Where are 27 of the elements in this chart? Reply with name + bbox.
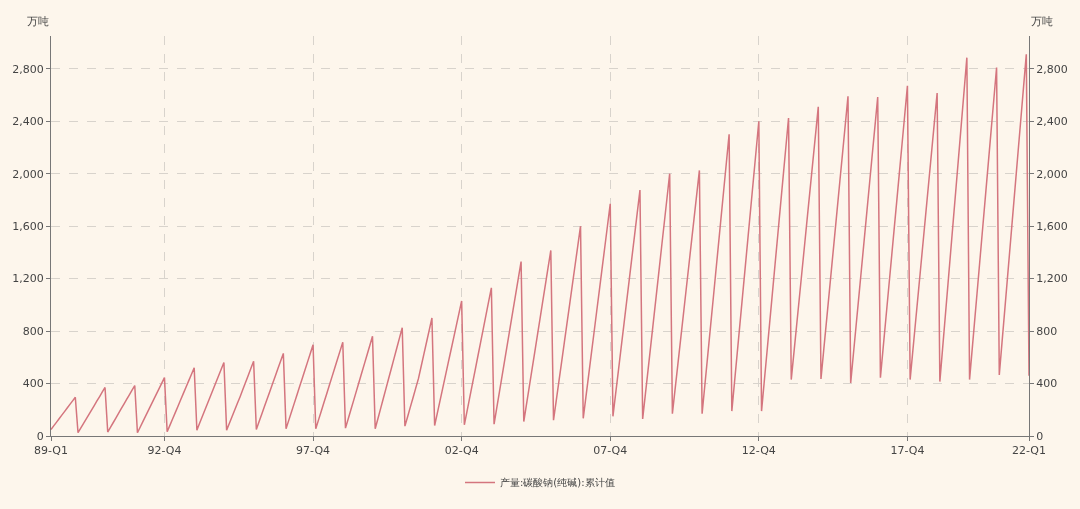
y-axis-title: 万吨 bbox=[27, 15, 49, 28]
y2-tick-label: 400 bbox=[1036, 377, 1058, 391]
y-tick-label: 400 bbox=[22, 377, 44, 391]
y2-tick-label: 1,600 bbox=[1036, 220, 1068, 234]
y2-tick-label: 800 bbox=[1036, 324, 1058, 338]
x-tick-label: 22-Q1 bbox=[1011, 444, 1047, 458]
y-tick-label: 2,800 bbox=[12, 62, 44, 76]
x-tick-label: 17-Q4 bbox=[890, 444, 925, 458]
y2-tick-label: 0 bbox=[1036, 429, 1044, 443]
x-tick-label: 07-Q4 bbox=[593, 444, 628, 458]
x-tick-label: 89-Q1 bbox=[33, 444, 69, 458]
y2-tick-label: 2,400 bbox=[1036, 115, 1068, 129]
y-tick-label: 1,200 bbox=[12, 272, 44, 286]
x-tick-label: 97-Q4 bbox=[296, 444, 331, 458]
y-tick-label: 1,600 bbox=[12, 220, 44, 234]
y2-tick-label: 2,000 bbox=[1036, 167, 1068, 181]
x-tick-label: 02-Q4 bbox=[444, 444, 479, 458]
x-tick-label: 92-Q4 bbox=[147, 444, 182, 458]
y-tick-label: 2,000 bbox=[12, 167, 44, 181]
x-tick-label: 12-Q4 bbox=[741, 444, 776, 458]
y-tick-label: 2,400 bbox=[12, 115, 44, 129]
y2-tick-label: 1,200 bbox=[1036, 272, 1068, 286]
y-tick-label: 0 bbox=[36, 429, 44, 443]
y2-tick-label: 2,800 bbox=[1036, 62, 1068, 76]
y-tick-label: 800 bbox=[22, 324, 44, 338]
y2-axis-title: 万吨 bbox=[1031, 15, 1053, 28]
legend-label: 产量:碳酸钠(纯碱):累计值 bbox=[500, 477, 615, 489]
